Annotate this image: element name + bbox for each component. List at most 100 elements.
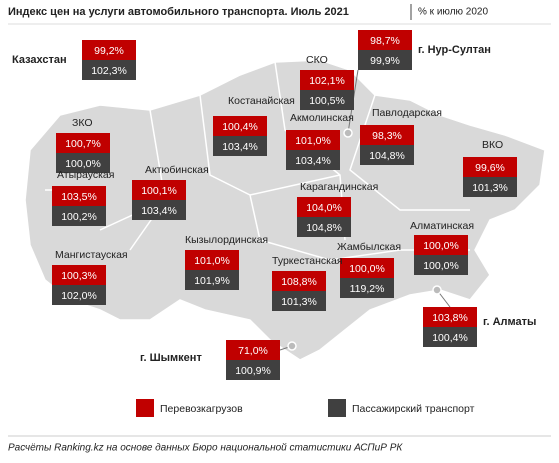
passenger-box bbox=[360, 145, 414, 165]
freight-value: 102,1% bbox=[309, 75, 345, 87]
freight-value: 103,8% bbox=[432, 312, 468, 324]
passenger-box bbox=[56, 153, 110, 173]
freight-value: 98,3% bbox=[372, 130, 402, 142]
freight-value: 100,0% bbox=[349, 263, 385, 275]
passenger-value: 103,4% bbox=[141, 205, 177, 217]
passenger-box bbox=[52, 206, 106, 226]
freight-value: 104,0% bbox=[306, 202, 342, 214]
passenger-value: 104,8% bbox=[306, 222, 342, 234]
passenger-box bbox=[463, 177, 517, 197]
region-label: Актюбинская bbox=[145, 164, 209, 176]
passenger-value: 104,8% bbox=[369, 150, 405, 162]
freight-value: 99,2% bbox=[94, 45, 124, 57]
passenger-value: 119,2% bbox=[350, 283, 385, 295]
passenger-value: 102,0% bbox=[61, 290, 97, 302]
passenger-value: 103,4% bbox=[222, 141, 258, 153]
freight-box bbox=[52, 186, 106, 206]
freight-value: 100,0% bbox=[423, 240, 459, 252]
passenger-value: 99,9% bbox=[370, 55, 400, 67]
region-label: ВКО bbox=[482, 139, 503, 151]
city-marker bbox=[287, 341, 297, 351]
region-label: г. Алматы bbox=[483, 316, 536, 328]
freight-box bbox=[414, 235, 468, 255]
source: Расчёты Ranking.kz на основе данных Бюро… bbox=[8, 443, 403, 454]
freight-value: 71,0% bbox=[238, 345, 268, 357]
freight-box bbox=[132, 180, 186, 200]
freight-box bbox=[52, 265, 106, 285]
passenger-box bbox=[300, 90, 354, 110]
region-label: Атырауская bbox=[57, 169, 114, 181]
freight-value: 98,7% bbox=[370, 35, 400, 47]
legend-label: Пассажирский транспорт bbox=[352, 403, 475, 415]
passenger-box bbox=[132, 200, 186, 220]
region-label: Алматинская bbox=[410, 220, 474, 232]
freight-value: 100,4% bbox=[222, 121, 258, 133]
region-label: Костанайская bbox=[228, 95, 295, 107]
passenger-value: 100,0% bbox=[65, 158, 101, 170]
region-label: Павлодарская bbox=[372, 107, 442, 119]
freight-value: 100,3% bbox=[61, 270, 97, 282]
legend-swatch bbox=[328, 399, 346, 417]
city-marker bbox=[343, 128, 353, 138]
freight-box bbox=[56, 133, 110, 153]
region-label: Мангистауская bbox=[55, 249, 128, 261]
passenger-box bbox=[213, 136, 267, 156]
freight-value: 100,1% bbox=[141, 185, 177, 197]
passenger-box bbox=[423, 327, 477, 347]
passenger-value: 100,5% bbox=[309, 95, 345, 107]
region-label: Кызылординская bbox=[185, 234, 268, 246]
region-label: Акмолинская bbox=[290, 112, 354, 124]
passenger-box bbox=[286, 150, 340, 170]
passenger-box bbox=[297, 217, 351, 237]
freight-value: 99,6% bbox=[475, 162, 505, 174]
passenger-box bbox=[82, 60, 136, 80]
freight-value: 108,8% bbox=[281, 276, 317, 288]
passenger-value: 100,0% bbox=[423, 260, 459, 272]
city-marker bbox=[432, 285, 442, 295]
freight-box bbox=[340, 258, 394, 278]
passenger-value: 102,3% bbox=[91, 65, 127, 77]
passenger-box bbox=[414, 255, 468, 275]
freight-value: 101,0% bbox=[295, 135, 331, 147]
freight-box bbox=[300, 70, 354, 90]
freight-box bbox=[82, 40, 136, 60]
freight-box bbox=[272, 271, 326, 291]
region-label: Туркестанская bbox=[272, 255, 343, 267]
freight-box bbox=[297, 197, 351, 217]
passenger-value: 100,9% bbox=[235, 365, 271, 377]
title: Индекс цен на услуги автомобильного тран… bbox=[8, 6, 349, 18]
freight-value: 103,5% bbox=[61, 191, 97, 203]
passenger-box bbox=[358, 50, 412, 70]
passenger-value: 101,3% bbox=[281, 296, 317, 308]
region-label: СКО bbox=[306, 54, 328, 66]
region-label: Казахстан bbox=[12, 54, 67, 66]
passenger-value: 103,4% bbox=[295, 155, 331, 167]
passenger-box bbox=[52, 285, 106, 305]
region-label: г. Нур-Султан bbox=[418, 44, 491, 56]
region-label: ЗКО bbox=[72, 117, 93, 129]
freight-box bbox=[358, 30, 412, 50]
subtitle: % к июлю 2020 bbox=[418, 7, 488, 18]
passenger-box bbox=[226, 360, 280, 380]
legend-label: Перевозкагрузов bbox=[160, 403, 243, 415]
freight-box bbox=[226, 340, 280, 360]
passenger-value: 100,4% bbox=[432, 332, 468, 344]
passenger-box bbox=[340, 278, 394, 298]
map bbox=[24, 59, 546, 361]
freight-box bbox=[185, 250, 239, 270]
passenger-box bbox=[185, 270, 239, 290]
legend-swatch bbox=[136, 399, 154, 417]
passenger-box bbox=[272, 291, 326, 311]
passenger-value: 100,2% bbox=[61, 211, 97, 223]
freight-value: 101,0% bbox=[194, 255, 230, 267]
region-label: Жамбылская bbox=[337, 241, 401, 253]
freight-box bbox=[360, 125, 414, 145]
freight-box bbox=[286, 130, 340, 150]
passenger-value: 101,3% bbox=[472, 182, 508, 194]
freight-box bbox=[463, 157, 517, 177]
region-label: г. Шымкент bbox=[140, 352, 202, 364]
region-label: Карагандинская bbox=[300, 181, 378, 193]
freight-box bbox=[423, 307, 477, 327]
passenger-value: 101,9% bbox=[194, 275, 230, 287]
